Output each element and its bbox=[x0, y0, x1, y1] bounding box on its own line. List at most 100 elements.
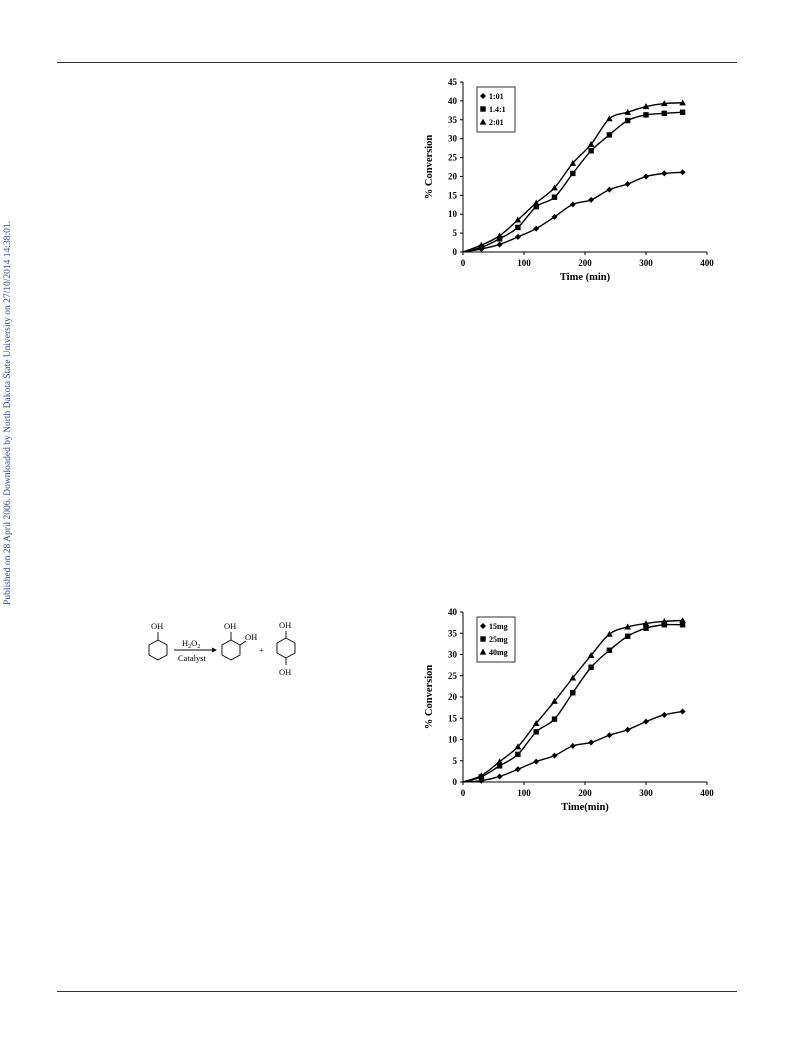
catechol-oh-2: OH bbox=[245, 632, 257, 642]
legend-label: 1:01 bbox=[489, 92, 504, 101]
data-point-diamond bbox=[514, 233, 521, 240]
legend-marker-square bbox=[480, 636, 486, 642]
data-point-diamond bbox=[606, 186, 613, 193]
hydroquinone-oh-bottom: OH bbox=[279, 667, 291, 677]
data-point-triangle bbox=[624, 108, 631, 115]
legend-label: 40mg bbox=[489, 648, 508, 657]
data-point-diamond bbox=[588, 196, 595, 203]
phenol-ring bbox=[148, 639, 168, 661]
y-tick-label: 0 bbox=[453, 247, 458, 257]
catechol-ring bbox=[221, 639, 241, 661]
data-point-triangle bbox=[587, 140, 595, 147]
data-point-triangle bbox=[478, 241, 485, 248]
data-point-diamond bbox=[569, 201, 576, 208]
x-tick-label: 100 bbox=[517, 258, 531, 268]
catalyst-label: Catalyst bbox=[178, 653, 206, 663]
data-point-square bbox=[606, 132, 613, 138]
data-point-diamond bbox=[643, 173, 649, 180]
y-tick-label: 35 bbox=[448, 115, 458, 125]
data-point-diamond bbox=[624, 726, 631, 733]
data-point-triangle bbox=[679, 617, 686, 624]
y-axis-label: % Conversion bbox=[424, 135, 435, 200]
y-tick-label: 25 bbox=[448, 671, 458, 681]
series-line-1.4:1 bbox=[462, 111, 683, 253]
data-point-diamond bbox=[679, 169, 686, 176]
data-point-triangle bbox=[478, 772, 485, 779]
data-point-triangle bbox=[514, 743, 522, 750]
data-point-square bbox=[679, 109, 686, 115]
data-point-square bbox=[570, 690, 576, 696]
y-tick-label: 10 bbox=[448, 209, 458, 219]
data-point-triangle bbox=[496, 232, 503, 239]
data-point-diamond bbox=[569, 742, 576, 749]
bottom-rule bbox=[57, 991, 737, 992]
data-point-diamond bbox=[551, 752, 558, 759]
data-point-diamond bbox=[478, 777, 485, 784]
data-point-square bbox=[625, 117, 631, 124]
legend-marker-diamond bbox=[480, 623, 486, 629]
data-point-square bbox=[551, 194, 558, 200]
reaction-scheme: OH H2O2 Catalyst OH OH + OH OH bbox=[140, 618, 310, 687]
plus-sign: + bbox=[259, 645, 264, 655]
data-point-diamond bbox=[533, 758, 540, 765]
y-tick-label: 40 bbox=[448, 96, 458, 106]
data-point-triangle bbox=[569, 674, 577, 681]
data-point-square bbox=[551, 716, 558, 722]
data-point-square bbox=[661, 110, 667, 117]
data-point-triangle bbox=[661, 100, 668, 107]
data-point-triangle bbox=[514, 216, 522, 223]
reagent-label: H2O2 bbox=[182, 638, 200, 650]
y-tick-label: 15 bbox=[448, 190, 458, 200]
data-point-diamond bbox=[496, 241, 503, 248]
legend-marker-triangle bbox=[479, 118, 487, 125]
y-tick-label: 20 bbox=[448, 171, 458, 181]
data-point-triangle bbox=[532, 199, 540, 206]
data-point-diamond bbox=[606, 732, 613, 739]
y-tick-label: 0 bbox=[453, 777, 458, 787]
data-point-square bbox=[533, 203, 539, 210]
data-point-square bbox=[515, 751, 521, 758]
data-point-square bbox=[625, 633, 631, 639]
chart-ratio-svg: 0 5 10 15 20 25 30 35 40 45 0 100 200 300 400 Time (min… bbox=[424, 77, 714, 283]
x-tick-label: 100 bbox=[517, 788, 531, 798]
reactant-oh: OH bbox=[151, 621, 163, 631]
data-point-triangle bbox=[532, 719, 540, 726]
y-tick-label: 45 bbox=[448, 77, 458, 87]
data-point-diamond bbox=[496, 773, 503, 780]
legend-marker-diamond bbox=[480, 93, 486, 99]
x-tick-label: 400 bbox=[700, 788, 714, 798]
data-point-square bbox=[496, 763, 503, 769]
chart-catalyst-amount: 0 5 10 15 20 25 30 35 40 0 100 200 300 400 Time(min)% … bbox=[420, 604, 730, 831]
data-point-triangle bbox=[606, 115, 613, 122]
data-point-triangle bbox=[496, 758, 503, 765]
data-point-diamond bbox=[588, 739, 595, 746]
data-point-triangle bbox=[551, 697, 558, 704]
data-point-triangle bbox=[642, 620, 650, 627]
legend-label: 15mg bbox=[489, 622, 508, 631]
hydroquinone-oh-top: OH bbox=[279, 620, 291, 630]
data-point-diamond bbox=[551, 213, 558, 220]
legend-label: 1.4:1 bbox=[489, 105, 506, 114]
legend-marker-triangle bbox=[479, 648, 487, 655]
data-point-diamond bbox=[643, 718, 649, 725]
data-point-diamond bbox=[624, 181, 631, 187]
data-point-square bbox=[679, 622, 686, 628]
x-tick-label: 400 bbox=[700, 258, 714, 268]
y-tick-label: 15 bbox=[448, 713, 458, 723]
y-tick-label: 5 bbox=[453, 756, 458, 766]
data-point-triangle bbox=[624, 623, 631, 630]
data-point-square bbox=[496, 236, 503, 242]
data-point-diamond bbox=[514, 766, 521, 773]
x-axis-label: Time (min) bbox=[560, 272, 611, 283]
publication-note: Published on 28 April 2006. Downloaded b… bbox=[3, 221, 13, 605]
data-point-triangle bbox=[587, 651, 595, 658]
y-tick-label: 10 bbox=[448, 735, 458, 745]
data-point-square bbox=[643, 625, 649, 631]
data-point-triangle bbox=[661, 617, 668, 624]
top-rule bbox=[57, 62, 737, 63]
data-point-triangle bbox=[606, 630, 613, 637]
y-tick-label: 35 bbox=[448, 628, 458, 638]
x-tick-label: 0 bbox=[461, 788, 466, 798]
legend-marker-square bbox=[480, 106, 486, 112]
y-tick-label: 40 bbox=[448, 607, 458, 617]
